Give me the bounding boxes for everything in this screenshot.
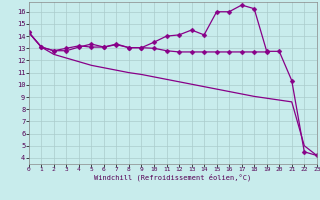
X-axis label: Windchill (Refroidissement éolien,°C): Windchill (Refroidissement éolien,°C) <box>94 174 252 181</box>
